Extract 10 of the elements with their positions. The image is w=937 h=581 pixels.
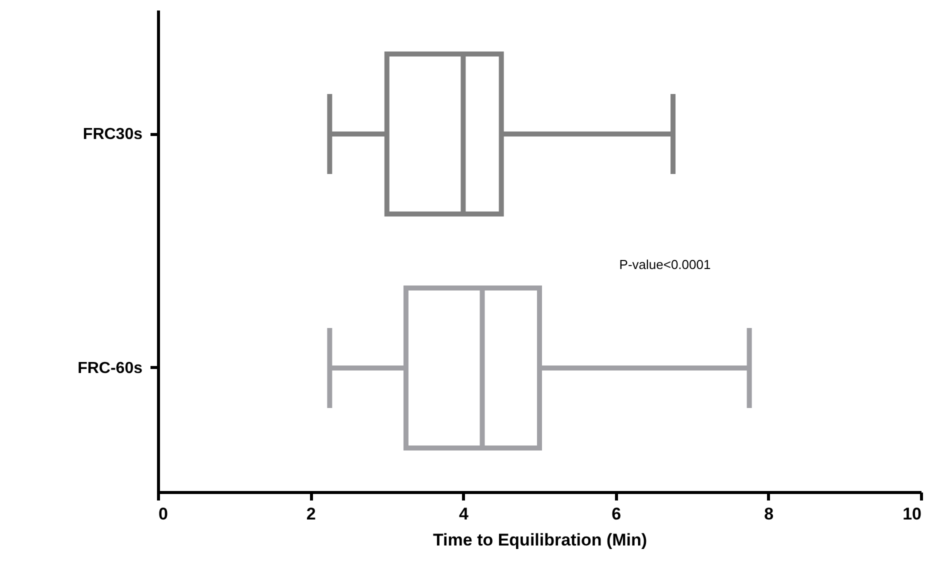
x-tick-label: 2 [306,504,316,524]
y-tick-label: FRC30s [82,126,143,144]
x-tick-label: 0 [158,504,168,524]
x-tick-label: 8 [764,504,774,524]
x-tick-label: 6 [612,504,622,524]
y-tick-label: FRC-60s [78,360,143,377]
x-tick-label: 4 [458,504,469,524]
x-tick-label: 10 [902,504,922,524]
annotation: P-value<0.0001 [619,257,711,272]
x-axis-title: Time to Equilibration (Min) [432,530,648,550]
